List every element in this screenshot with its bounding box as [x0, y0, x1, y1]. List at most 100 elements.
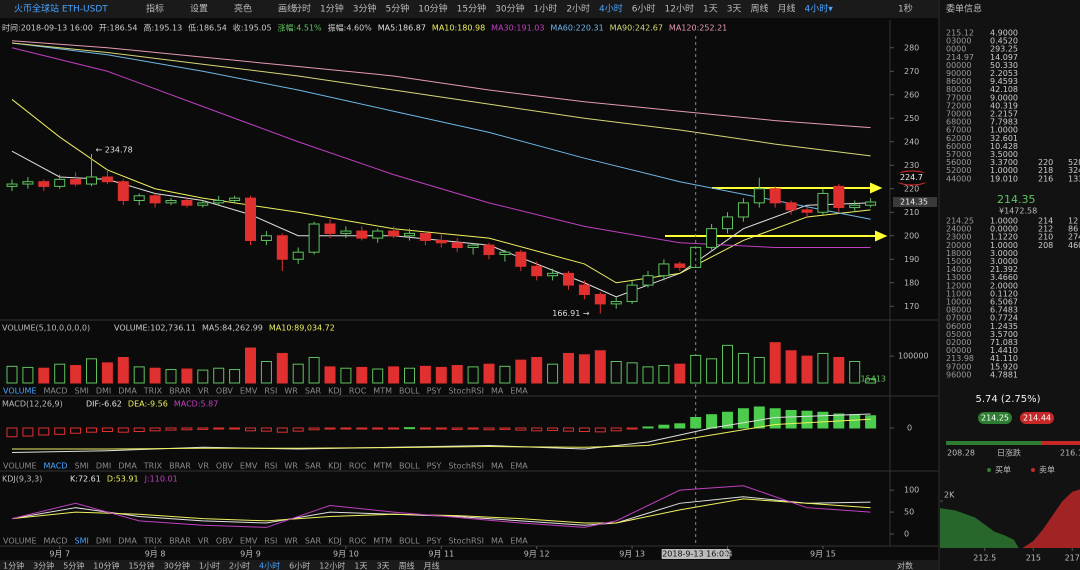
indicator-tab[interactable]: BRAR: [169, 462, 191, 471]
indicator-tab[interactable]: SMI: [74, 387, 88, 396]
period-button[interactable]: 3分钟: [33, 561, 54, 570]
indicator-tab[interactable]: SAR: [305, 537, 322, 546]
indicator-tab[interactable]: EMA: [510, 387, 528, 396]
period-button[interactable]: 6小时: [289, 561, 310, 570]
indicator-tab[interactable]: OBV: [216, 462, 234, 471]
indicator-tab[interactable]: OBV: [216, 537, 234, 546]
period-button[interactable]: 10分钟: [93, 561, 119, 570]
tool-button[interactable]: 设置: [190, 4, 208, 15]
tool-button[interactable]: 指标: [146, 3, 164, 15]
period-button[interactable]: 2小时: [566, 3, 590, 15]
indicator-tab[interactable]: DMA: [118, 462, 137, 471]
period-button[interactable]: 2小时: [229, 561, 250, 570]
indicator-tab[interactable]: OBV: [216, 387, 234, 396]
indicator-tab[interactable]: DMI: [96, 462, 111, 471]
indicator-tab[interactable]: DMA: [118, 537, 137, 546]
period-button[interactable]: 周线: [399, 561, 415, 570]
indicator-tab[interactable]: MA: [491, 537, 504, 546]
period-button[interactable]: 15分钟: [128, 561, 154, 570]
period-button[interactable]: 1小时: [534, 3, 558, 15]
indicator-tab[interactable]: ROC: [349, 462, 367, 471]
indicator-tab[interactable]: WR: [284, 537, 298, 546]
indicator-tab[interactable]: MTM: [373, 387, 392, 396]
period-button[interactable]: 30分钟: [495, 3, 524, 15]
indicator-tab[interactable]: MACD: [44, 387, 68, 396]
period-button[interactable]: 12小时: [319, 561, 345, 570]
tool-button[interactable]: 亮色: [234, 3, 252, 15]
indicator-tab[interactable]: SAR: [305, 387, 322, 396]
indicator-tab[interactable]: StochRSI: [448, 462, 484, 471]
indicator-tab[interactable]: SMI: [74, 537, 88, 546]
indicator-tab[interactable]: TRIX: [143, 462, 163, 471]
sell-button[interactable]: 214.44: [1023, 414, 1051, 423]
period-button[interactable]: 月线: [777, 3, 795, 15]
indicator-tab[interactable]: RSI: [264, 462, 277, 471]
period-button[interactable]: 1小时: [199, 561, 220, 570]
indicator-tab[interactable]: VR: [198, 462, 209, 471]
indicator-tab[interactable]: StochRSI: [448, 387, 484, 396]
period-button[interactable]: 月线: [424, 561, 440, 570]
indicator-tab[interactable]: RSI: [264, 537, 277, 546]
indicator-tab[interactable]: PSY: [427, 387, 442, 396]
period-button[interactable]: 30分钟: [164, 561, 190, 570]
indicator-tab[interactable]: WR: [284, 387, 298, 396]
period-button[interactable]: 10分钟: [418, 3, 447, 15]
indicator-tab[interactable]: MTM: [373, 537, 392, 546]
indicator-tab[interactable]: ROC: [349, 537, 367, 546]
indicator-tab[interactable]: EMA: [510, 537, 528, 546]
indicator-tab[interactable]: VOLUME: [3, 462, 37, 471]
period-button[interactable]: 1分钟: [3, 561, 24, 570]
indicator-tab[interactable]: MTM: [373, 462, 392, 471]
sell-button-bg[interactable]: [1020, 412, 1054, 424]
indicator-tab[interactable]: StochRSI: [448, 537, 484, 546]
tool-button[interactable]: 画线: [278, 3, 296, 15]
period-button[interactable]: 5分钟: [63, 561, 84, 570]
indicator-tab[interactable]: WR: [284, 462, 298, 471]
indicator-tab[interactable]: EMV: [240, 462, 258, 471]
indicator-tab[interactable]: ROC: [349, 387, 367, 396]
indicator-tab[interactable]: VOLUME: [3, 537, 37, 546]
indicator-tab[interactable]: PSY: [427, 462, 442, 471]
indicator-tab[interactable]: EMV: [240, 537, 258, 546]
log-toggle[interactable]: 对数: [897, 561, 913, 570]
indicator-tab[interactable]: BRAR: [169, 537, 191, 546]
period-button[interactable]: 分时: [293, 3, 311, 15]
symbol[interactable]: 火币全球站 ETH-USDT: [14, 3, 108, 15]
buy-button-bg[interactable]: [978, 412, 1012, 424]
indicator-tab[interactable]: BOLL: [399, 537, 420, 546]
period-button[interactable]: 15分钟: [457, 3, 486, 15]
period-button[interactable]: 4小时: [599, 3, 623, 15]
indicator-tab[interactable]: SAR: [305, 462, 322, 471]
indicator-tab[interactable]: VR: [198, 387, 209, 396]
indicator-tab[interactable]: MACD: [44, 462, 68, 471]
indicator-tab[interactable]: BOLL: [399, 462, 420, 471]
indicator-tab[interactable]: DMA: [118, 387, 137, 396]
period-button[interactable]: 4小时: [259, 561, 280, 570]
indicator-tab[interactable]: KDJ: [328, 462, 342, 471]
indicator-tab[interactable]: BRAR: [169, 387, 191, 396]
indicator-tab[interactable]: KDJ: [328, 537, 342, 546]
refresh-rate[interactable]: 1秒: [898, 3, 913, 15]
indicator-tab[interactable]: EMA: [510, 462, 528, 471]
indicator-tab[interactable]: DMI: [96, 387, 111, 396]
indicator-tab[interactable]: RSI: [264, 387, 277, 396]
indicator-tab[interactable]: KDJ: [328, 387, 342, 396]
indicator-tab[interactable]: TRIX: [143, 387, 163, 396]
indicator-tab[interactable]: BOLL: [399, 387, 420, 396]
indicator-tab[interactable]: VOLUME: [3, 387, 37, 396]
indicator-tab[interactable]: EMV: [240, 387, 258, 396]
period-button[interactable]: 1天: [703, 5, 718, 15]
period-button[interactable]: 周线: [750, 3, 768, 15]
period-button[interactable]: 4小时▾: [804, 3, 833, 15]
indicator-tab[interactable]: TRIX: [143, 537, 163, 546]
period-button[interactable]: 1天: [354, 562, 367, 570]
period-button[interactable]: 1分钟: [320, 3, 344, 15]
buy-button[interactable]: 214.25: [981, 414, 1009, 423]
period-button[interactable]: 3天: [727, 5, 742, 15]
period-button[interactable]: 3天: [377, 562, 390, 570]
indicator-tab[interactable]: MA: [491, 387, 504, 396]
indicator-tab[interactable]: DMI: [96, 537, 111, 546]
indicator-tab[interactable]: SMI: [74, 462, 88, 471]
period-button[interactable]: 12小时: [665, 3, 694, 15]
period-button[interactable]: 6小时: [632, 3, 656, 15]
